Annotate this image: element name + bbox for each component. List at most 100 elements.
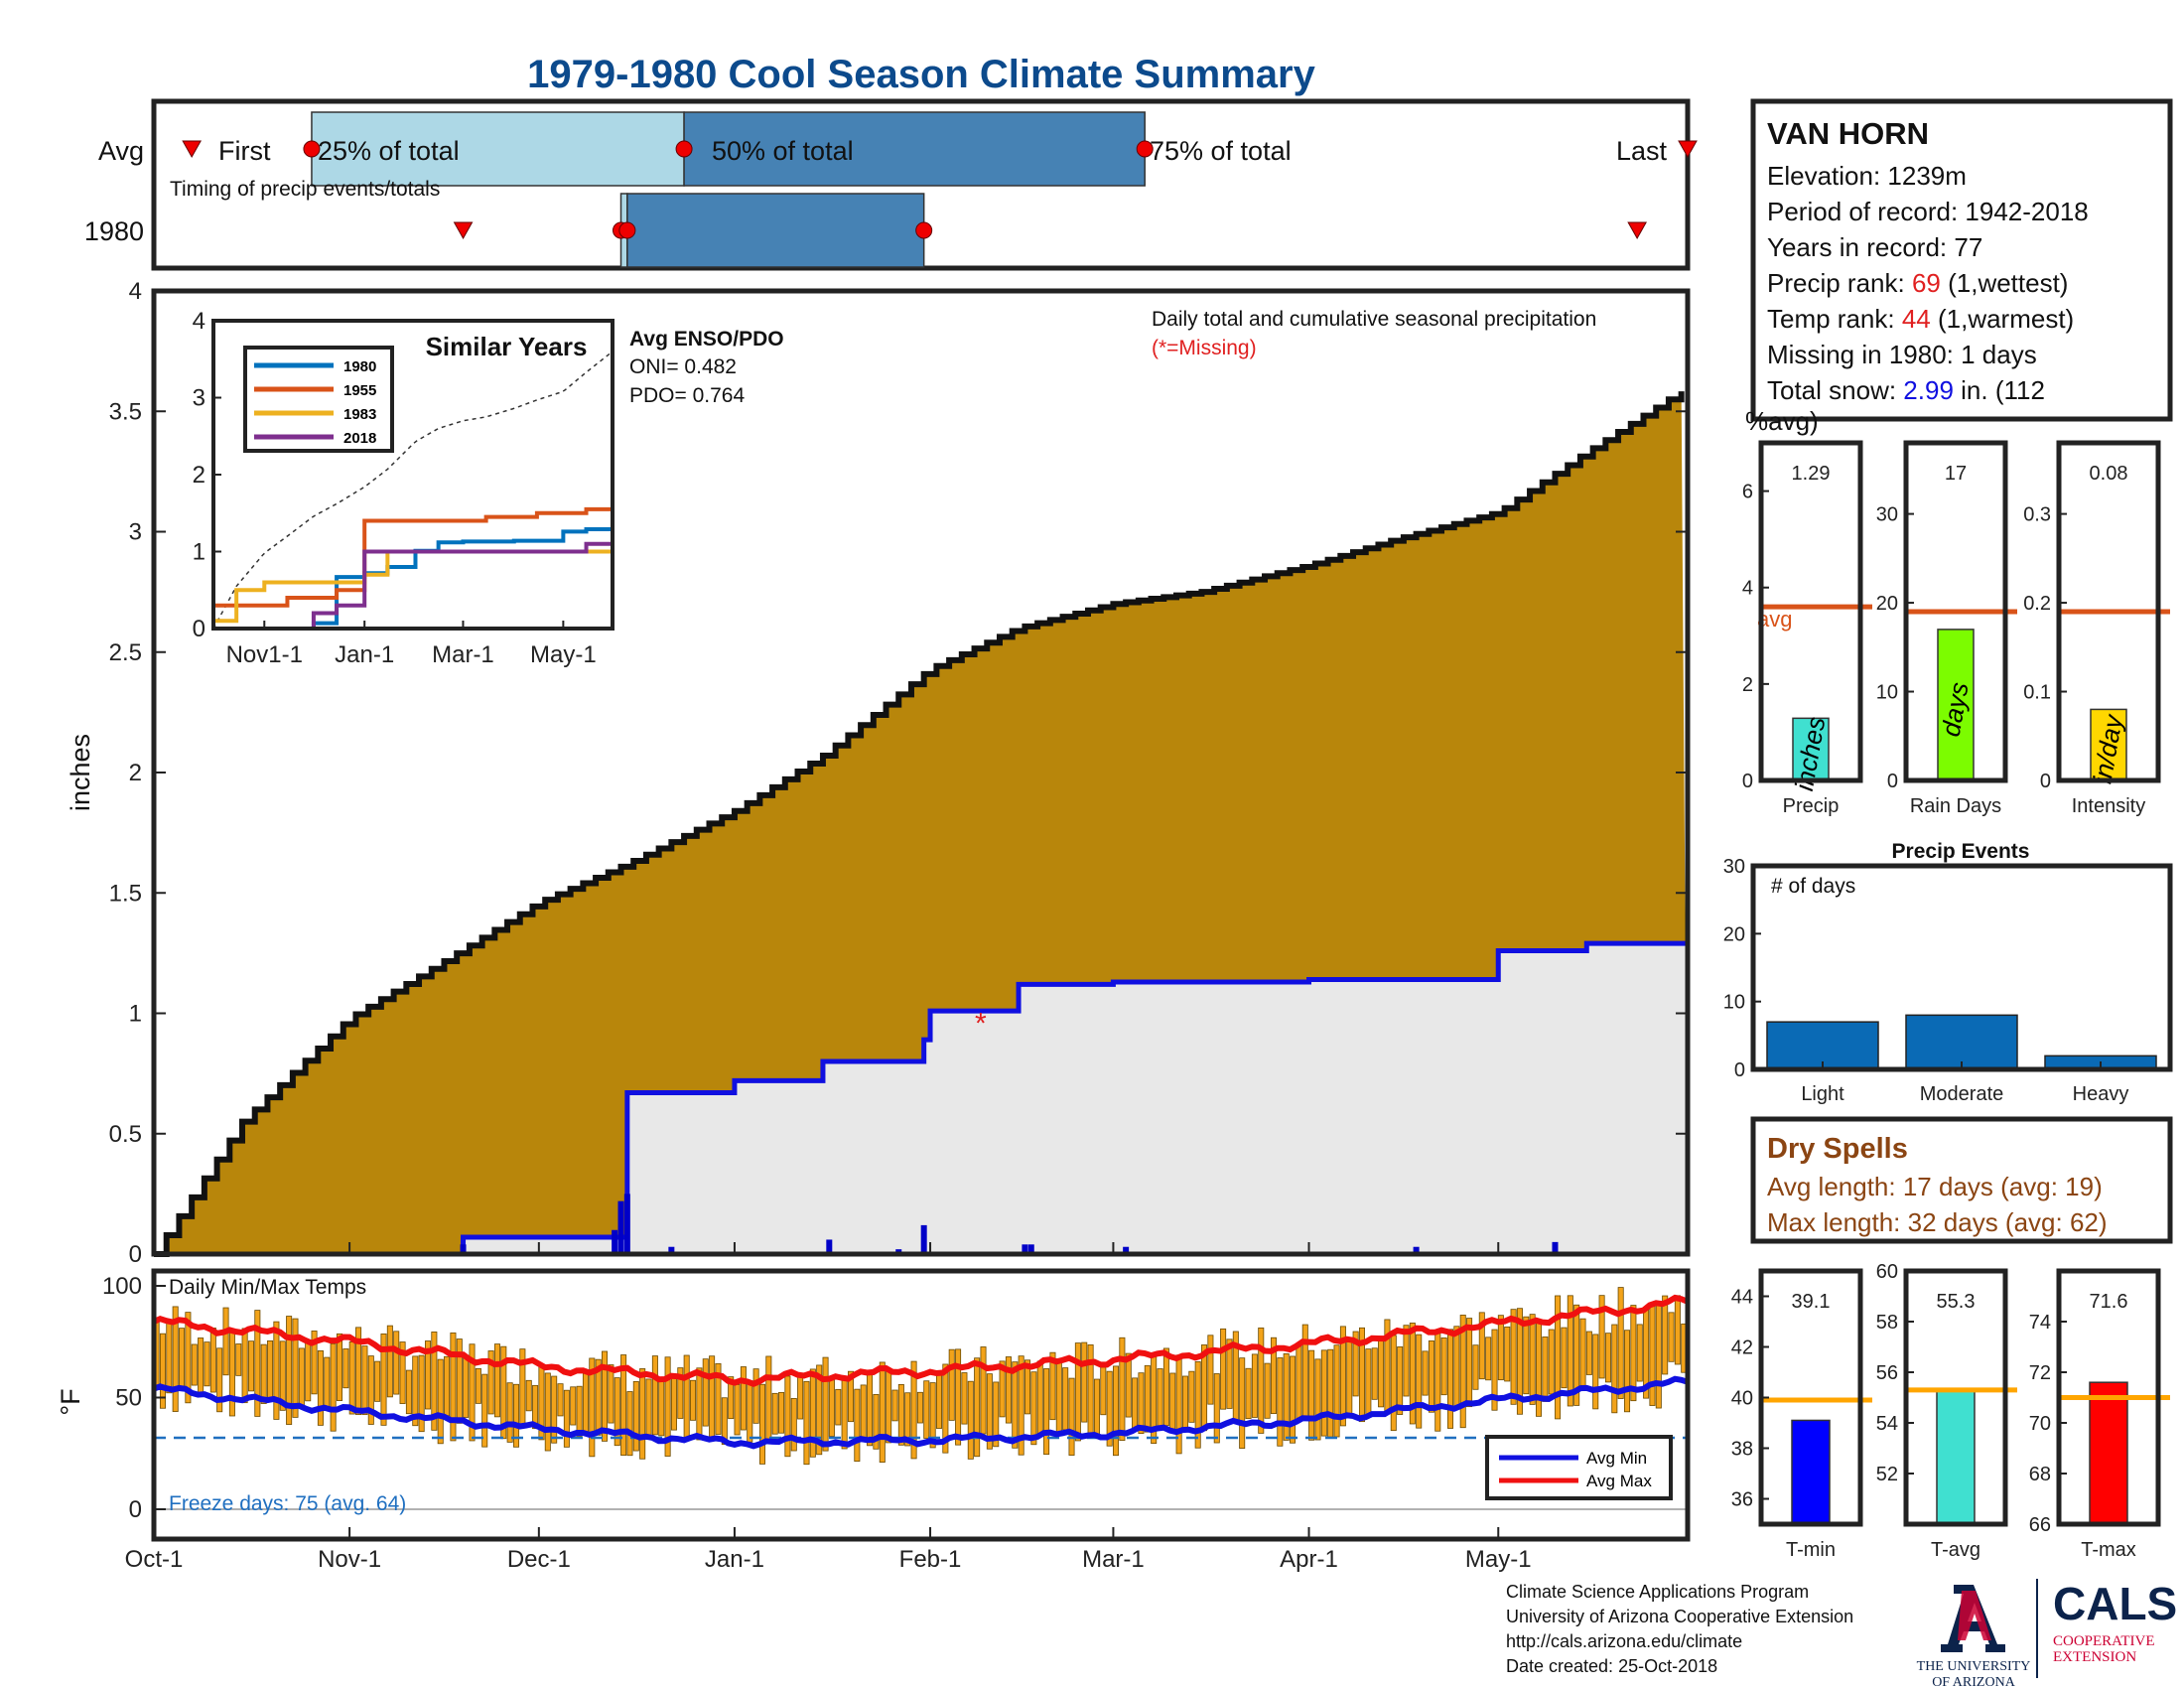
daily-temp-bar (1604, 1333, 1611, 1383)
daily-temp-bar (886, 1369, 892, 1444)
daily-temp-bar (1510, 1309, 1517, 1405)
daily-precip-bars (460, 1194, 1641, 1254)
timing-quartile-dot-1-2 (915, 221, 933, 239)
daily-temp-bar (469, 1343, 476, 1442)
daily-temp-bar (1181, 1375, 1188, 1432)
daily-precip-bar (612, 1229, 618, 1254)
daily-temp-bar (1030, 1371, 1037, 1446)
daily-temp-bar (292, 1318, 299, 1418)
footer-line4: Date created: 25-Oct-2018 (1506, 1656, 1717, 1676)
cals-sub1: COOPERATIVE (2053, 1633, 2155, 1649)
precip-y-tick-label: 0.5 (109, 1121, 142, 1148)
inset-y-ticks: 0 1 2 3 4 (193, 308, 221, 642)
precip-y-tick-label: 1 (129, 1001, 142, 1028)
daily-temp-bar (1624, 1330, 1631, 1413)
month-tick-label: May-1 (1465, 1546, 1532, 1573)
daily-temp-bar (677, 1367, 684, 1419)
daily-temp-bar (929, 1382, 936, 1449)
daily-precip-bar (460, 1244, 467, 1254)
daily-temp-bar (1409, 1323, 1416, 1425)
raindays-stat-value: 17 (1945, 463, 1967, 485)
inset-x-tick-label: Jan-1 (335, 641, 394, 668)
inset-legend-label: 1980 (343, 358, 376, 375)
daily-temp-bar (873, 1393, 880, 1450)
daily-temp-bar (1005, 1356, 1012, 1424)
tavg-stat-value: 55.3 (1937, 1291, 1976, 1313)
precip-stat-tick-label: 6 (1742, 482, 1753, 503)
daily-temp-bar (1636, 1324, 1643, 1382)
raindays-stat-xlabel: Rain Days (1910, 795, 2001, 817)
daily-temp-bar (784, 1375, 791, 1458)
daily-temp-bar (1258, 1327, 1265, 1434)
daily-temp-bar (602, 1350, 609, 1442)
daily-temp-bar (1459, 1315, 1466, 1429)
daily-temp-bar (1270, 1336, 1277, 1415)
timing-q2-box-0 (683, 111, 1146, 187)
daily-temp-bar (1416, 1334, 1423, 1429)
daily-temp-bar (790, 1398, 797, 1452)
precip-stat-tick-label: 0 (1742, 771, 1753, 792)
daily-temp-bar (910, 1360, 917, 1460)
raindays-stat-tick-label: 0 (1887, 771, 1898, 792)
daily-temp-bar (1018, 1355, 1024, 1456)
daily-temp-bar (418, 1354, 425, 1433)
timing-panel: Avg 1980 Timing of precip events/totals … (84, 98, 1698, 271)
daily-temp-bar (1036, 1360, 1043, 1434)
daily-temp-bar (1466, 1318, 1473, 1408)
station-temp-rank: Temp rank: 44 (1,warmest) (1767, 304, 2074, 334)
precip-stat-xlabel: Precip (1783, 795, 1840, 817)
daily-temp-bar (999, 1360, 1006, 1418)
temp-y-tick-label: 50 (115, 1385, 142, 1412)
daily-temp-bar (1592, 1334, 1599, 1410)
daily-temp-bar (513, 1383, 520, 1448)
daily-temp-bar (317, 1350, 324, 1426)
inset-legend-label: 2018 (343, 430, 376, 447)
daily-temp-bar (254, 1310, 261, 1417)
daily-temp-bar (361, 1345, 368, 1416)
daily-temp-bar (1081, 1341, 1088, 1423)
daily-temp-bar (1529, 1314, 1536, 1405)
daily-temp-bar (1504, 1326, 1511, 1382)
daily-temp-bar (1093, 1378, 1100, 1438)
inset-y-tick-label: 0 (193, 616, 205, 642)
precip-stat-value: 1.29 (1792, 463, 1831, 485)
intensity-stat-tick-label: 0.3 (2023, 504, 2051, 526)
raindays-stat-tick-label: 20 (1876, 593, 1898, 615)
precip-y-label: inches (66, 734, 95, 811)
timing-endpoint-triangle-1-1 (1627, 221, 1647, 240)
events-y-tick-label: 0 (1734, 1059, 1745, 1081)
daily-precip-bar (1022, 1244, 1028, 1254)
ua-logo: THE UNIVERSITY OF ARIZONA (1917, 1585, 2030, 1688)
daily-temp-bar (298, 1347, 305, 1408)
daily-temp-bar (1662, 1295, 1669, 1375)
daily-temp-bar (974, 1357, 981, 1458)
dry-spells-avg: Avg length: 17 days (avg: 19) (1767, 1172, 2103, 1201)
daily-temp-bar (1169, 1372, 1176, 1431)
temp-panel: 0 50 100 °F Daily Min/Max Temps Freeze day… (56, 1268, 1691, 1542)
month-tick-label: Mar-1 (1082, 1546, 1145, 1573)
daily-temp-bar (1339, 1326, 1346, 1427)
station-missing: Missing in 1980: 1 days (1767, 340, 2037, 369)
inset-legend-label: 1955 (343, 382, 376, 399)
station-elevation: Elevation: 1239m (1767, 161, 1967, 191)
daily-temp-bar (715, 1362, 722, 1435)
daily-temp-bar (1043, 1368, 1050, 1456)
daily-temp-bar (664, 1356, 671, 1457)
daily-temp-bar (1239, 1357, 1246, 1449)
precip-y-tick-label: 3.5 (109, 398, 142, 425)
daily-temp-bar (1491, 1329, 1498, 1411)
daily-temp-bar (286, 1316, 293, 1425)
daily-temp-bar (557, 1383, 564, 1417)
daily-temp-bar (273, 1321, 280, 1420)
daily-temp-bar (942, 1363, 949, 1454)
tmin-stat-tick-label: 38 (1731, 1439, 1753, 1461)
daily-temp-bar (1308, 1349, 1315, 1441)
intensity-stat-value-bar (2090, 708, 2127, 781)
enso-pdo: PDO= 0.764 (629, 384, 745, 407)
tmax-stat-xlabel: T-max (2081, 1539, 2136, 1561)
daily-temp-bar (1296, 1342, 1302, 1422)
daily-temp-bar (1283, 1352, 1290, 1441)
daily-temp-bar (1497, 1315, 1504, 1381)
tavg-stat-tick-label: 60 (1876, 1261, 1898, 1283)
